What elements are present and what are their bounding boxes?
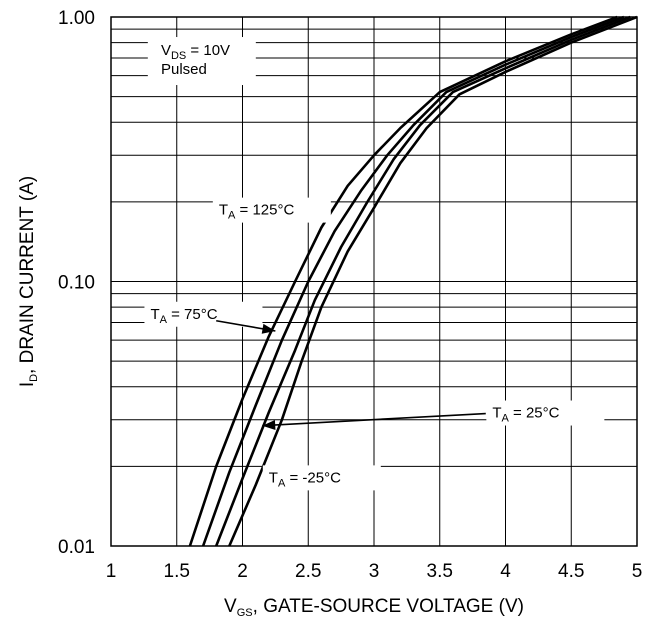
- x-tick-label: 5: [632, 561, 643, 582]
- series-label-3: TA = -25°C: [269, 469, 341, 489]
- series-label-bg-2: [486, 400, 605, 426]
- condition-label-1: Pulsed: [161, 61, 207, 78]
- x-tick-label: 3.5: [427, 561, 453, 582]
- x-tick-label: 2.5: [295, 561, 321, 582]
- x-axis-label: VGS, GATE-SOURCE VOLTAGE (V): [224, 596, 524, 619]
- x-tick-label: 4: [500, 561, 511, 582]
- tick-labels: 1 1.5 2 2.5 3 3.5 4 4.5 5 0.01 0.10 1.00: [58, 8, 642, 582]
- y-tick-label: 0.10: [58, 273, 95, 294]
- x-tick-label: 2: [237, 561, 248, 582]
- x-tick-label: 1.5: [164, 561, 190, 582]
- series-label-0: TA = 125°C: [219, 202, 295, 222]
- series-line-2: [214, 15, 631, 547]
- curves: [188, 15, 638, 547]
- series-label-1: TA = 75°C: [150, 306, 217, 326]
- series-label-bg-1: [144, 301, 263, 327]
- y-tick-label: 0.01: [58, 537, 95, 558]
- series-arrow-line-2: [262, 412, 486, 427]
- condition-label-0: VDS = 10V: [161, 42, 230, 62]
- x-tick-label: 3: [369, 561, 380, 582]
- plot-frame: [110, 16, 638, 547]
- conditions-box: [147, 37, 256, 86]
- series-line-3: [228, 15, 638, 547]
- x-tick-label: 1: [106, 561, 117, 582]
- series-line-0: [188, 15, 618, 547]
- y-axis-label: ID, DRAIN CURRENT (A): [17, 176, 40, 387]
- series-label-2: TA = 25°C: [492, 405, 559, 425]
- axis-labels: VGS, GATE-SOURCE VOLTAGE (V) ID, DRAIN CU…: [17, 176, 524, 619]
- plot-border: [110, 16, 638, 547]
- series-label-bg-0: [212, 197, 331, 223]
- series-label-bg-3: [262, 465, 381, 491]
- y-tick-label: 1.00: [58, 8, 95, 29]
- series-arrow-head-1: [261, 323, 276, 334]
- series-arrow-head-2: [262, 419, 276, 430]
- series-line-1: [201, 15, 625, 547]
- x-tick-label: 4.5: [558, 561, 584, 582]
